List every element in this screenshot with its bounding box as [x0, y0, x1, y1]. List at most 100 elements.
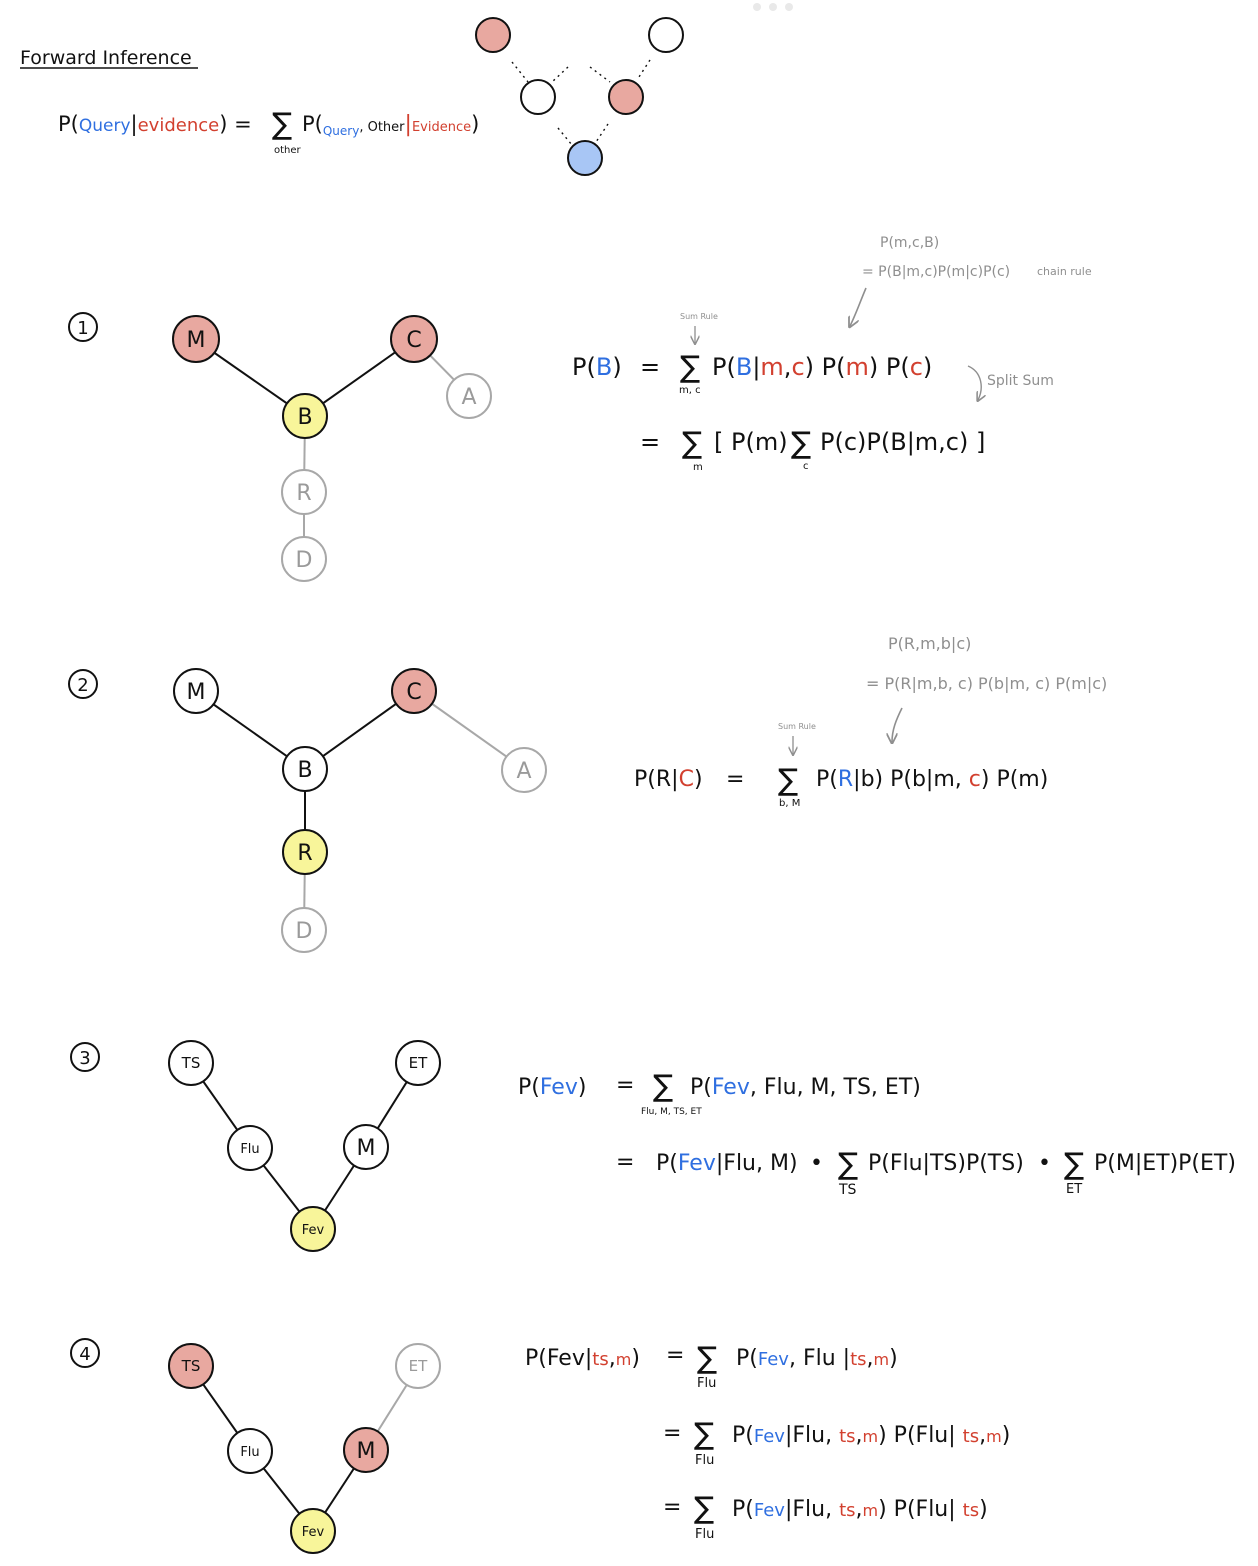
node-m: [173, 668, 219, 714]
svg-text:Flu: Flu: [695, 1527, 714, 1542]
legend-node-plain-top: [648, 17, 684, 53]
node-c: [390, 315, 438, 363]
node-label-d: D: [296, 919, 313, 944]
svg-text:m: m: [693, 462, 703, 473]
node-label-flu: Flu: [240, 1445, 259, 1460]
section-4-equation-3: = ∑ Flu P(Fev|Flu, ts,m) P(Flu| ts): [663, 1491, 988, 1542]
svg-text:P(Query, Other|Evidence): P(Query, Other|Evidence): [302, 112, 479, 138]
header-lhs-p: P(: [58, 112, 79, 136]
legend-node-evidence: [475, 17, 511, 53]
header-lhs-evidence: evidence: [138, 115, 220, 136]
svg-text:∑: ∑: [682, 426, 702, 461]
node-c: [391, 668, 437, 714]
section-2-number: 2: [77, 675, 88, 696]
header-sum-sub: other: [274, 145, 302, 156]
node-label-b: B: [297, 405, 312, 430]
node-label-c: C: [406, 680, 421, 705]
node-a: [501, 747, 547, 793]
node-b: [282, 393, 328, 439]
section-1-equation-2: = ∑ m [ P(m) ∑ c P(c)P(B|m,c) ]: [640, 426, 985, 473]
svg-text:P(B): P(B): [572, 353, 622, 381]
svg-text:=: =: [616, 1150, 634, 1175]
svg-text:P(R|C): P(R|C): [634, 767, 703, 792]
header-lhs-bar: |: [131, 112, 138, 137]
node-et: [395, 1343, 441, 1389]
node-flu: [227, 1125, 273, 1171]
node-label-a: A: [461, 385, 476, 410]
header-lhs-close: ) =: [219, 112, 251, 136]
node-label-fev: Fev: [302, 1525, 325, 1540]
legend-node-evidence-mid: [608, 79, 644, 115]
window-dots: [753, 3, 793, 11]
node-fev: [290, 1206, 336, 1252]
header-rhs-bar: |: [405, 112, 412, 137]
svg-text:∑: ∑: [791, 426, 811, 461]
section-4-equation-1: P(Fev|ts,m) = ∑ Flu P(Fev, Flu |ts,m): [525, 1341, 898, 1391]
node-d: [281, 907, 327, 953]
node-b: [282, 746, 328, 792]
section-1-chain-top: P(m,c,B): [880, 235, 939, 251]
svg-text:∑: ∑: [1064, 1147, 1084, 1182]
svg-text:=: =: [726, 767, 744, 792]
svg-text:TS: TS: [838, 1182, 857, 1198]
section-4: 4 TS ET Flu M Fev P(Fev|ts,m) = ∑ Flu P(Fev,…: [70, 1338, 1010, 1554]
svg-text:P(c)P(B|m,c) ]: P(c)P(B|m,c) ]: [820, 428, 985, 456]
svg-text:=: =: [666, 1343, 684, 1368]
section-2-chain-top: P(R,m,b|c): [888, 634, 971, 653]
node-label-m: M: [187, 680, 206, 705]
section-3-equation-2: = P(Fev|Flu, M) • ∑ TS P(Flu|TS)P(TS) • …: [616, 1147, 1236, 1198]
section-2-equation-1: P(R|C) = ∑ b, M P(R|b) P(b|m, c) P(m): [634, 763, 1048, 809]
section-3-graph: TS ET Flu M Fev: [168, 1040, 441, 1252]
svg-text:∑: ∑: [694, 1417, 714, 1452]
svg-text:=: =: [663, 1495, 681, 1520]
svg-text:P(Fev|Flu, M): P(Fev|Flu, M): [656, 1151, 798, 1176]
node-d: [281, 536, 327, 582]
svg-text:Flu: Flu: [697, 1376, 716, 1391]
header-rhs-other: , Other: [359, 120, 405, 135]
node-r: [282, 829, 328, 875]
legend-node-plain-mid: [520, 79, 556, 115]
page-title: Forward Inference: [20, 47, 192, 69]
node-et: [395, 1040, 441, 1086]
node-label-ts: TS: [181, 1054, 201, 1072]
svg-text:Flu: Flu: [695, 1453, 714, 1468]
section-4-number: 4: [79, 1344, 90, 1365]
svg-text:P(Fev): P(Fev): [518, 1075, 586, 1100]
header-rhs-evidence: Evidence: [412, 120, 471, 135]
node-label-flu: Flu: [240, 1142, 259, 1157]
section-3: 3 TS ET Flu M Fev P(Fev) = ∑ Flu, M, TS, ET …: [70, 1040, 1236, 1252]
section-3-number: 3: [79, 1048, 90, 1069]
header-sum-sign: ∑: [272, 107, 292, 142]
section-1-equation-1: P(B) = ∑ m, c P(B|m,c) P(m) P(c): [572, 350, 932, 396]
section-1-number-circle: [68, 312, 98, 342]
section-1-chain-label: chain rule: [1037, 265, 1092, 278]
node-label-m: M: [357, 1136, 376, 1161]
section-2-chain-bottom: = P(R|m,b, c) P(b|m, c) P(m|c): [866, 674, 1107, 693]
section-1: 1 M C A B R D P(m,c,B) = P(B|m,c)P(m|c)P(c) c…: [68, 235, 1092, 582]
svg-text:=: =: [616, 1073, 634, 1098]
node-label-r: R: [297, 841, 312, 866]
node-label-a: A: [516, 759, 531, 784]
svg-text:ET: ET: [1066, 1182, 1082, 1197]
node-m: [343, 1427, 389, 1473]
svg-text:P(M|ET)P(ET): P(M|ET)P(ET): [1094, 1151, 1236, 1176]
svg-text:P(B|m,c) P(m) P(c): P(B|m,c) P(m) P(c): [712, 353, 932, 381]
svg-text:P(R|b) P(b|m, c) P(m): P(R|b) P(b|m, c) P(m): [816, 767, 1048, 792]
section-1-split-sum: Split Sum: [987, 373, 1054, 389]
section-1-number: 1: [77, 318, 88, 339]
svg-text:=: =: [663, 1421, 681, 1446]
legend-graph: [475, 17, 684, 176]
legend-node-query: [567, 140, 603, 176]
node-label-c: C: [406, 328, 421, 353]
svg-text:b, M: b, M: [779, 798, 800, 809]
section-2: 2 M C A B R D P(R,m,b|c) = P(R|m,b, c) P(b|m,…: [68, 634, 1107, 953]
svg-text:[ P(m): [ P(m): [714, 428, 788, 456]
node-m: [343, 1124, 389, 1170]
svg-text:c: c: [803, 461, 809, 472]
svg-text:P(Fev|Flu, ts,m) P(Flu| ts,m): P(Fev|Flu, ts,m) P(Flu| ts,m): [732, 1423, 1010, 1448]
svg-text:P(Query|evidence) =: P(Query|evidence) =: [58, 112, 252, 137]
svg-text:∑: ∑: [778, 763, 798, 798]
header-formula: P(Query|evidence) = ∑ other P(Query, Oth…: [58, 107, 479, 156]
svg-text:∑: ∑: [694, 1491, 714, 1526]
